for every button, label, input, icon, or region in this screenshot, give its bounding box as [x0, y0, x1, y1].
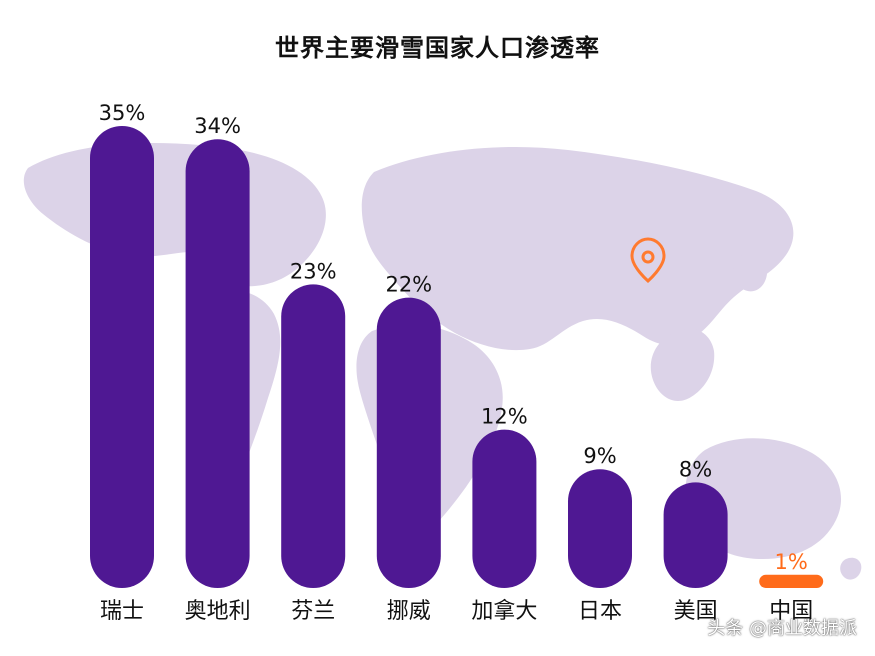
bar-5	[568, 469, 632, 588]
bar-4	[472, 429, 537, 588]
bar-6	[663, 482, 728, 588]
category-label-2: 芬兰	[291, 599, 335, 624]
data-label-2: 23%	[290, 259, 337, 283]
bar-3	[376, 297, 441, 588]
category-label-1: 奥地利	[185, 599, 251, 624]
data-label-6: 8%	[679, 457, 712, 481]
category-label-4: 加拿大	[471, 598, 537, 624]
labels-layer: 35% 瑞士 34% 奥地利 23% 芬兰 22% 挪威 12% 加拿大 9% 日本 8% 美国 1% 中国	[99, 101, 814, 624]
category-label-5: 日本	[578, 599, 622, 624]
data-label-7: 1%	[775, 550, 808, 574]
credit-watermark: 头条 @商业数据派	[707, 618, 857, 639]
bars-layer	[90, 126, 824, 588]
bar-2	[281, 284, 346, 588]
bar-1	[185, 139, 250, 588]
data-label-3: 22%	[385, 273, 432, 297]
data-label-0: 35%	[99, 101, 146, 125]
chart-title: 世界主要滑雪国家人口渗透率	[275, 34, 600, 62]
category-label-0: 瑞士	[100, 599, 144, 624]
data-label-1: 34%	[194, 114, 241, 138]
bar-7	[759, 574, 824, 588]
category-label-6: 美国	[674, 599, 718, 624]
category-label-3: 挪威	[387, 599, 431, 624]
data-label-5: 9%	[583, 444, 616, 468]
data-label-4: 12%	[481, 405, 528, 429]
bar-0	[90, 126, 154, 588]
category-label-7: 中国	[769, 599, 813, 624]
